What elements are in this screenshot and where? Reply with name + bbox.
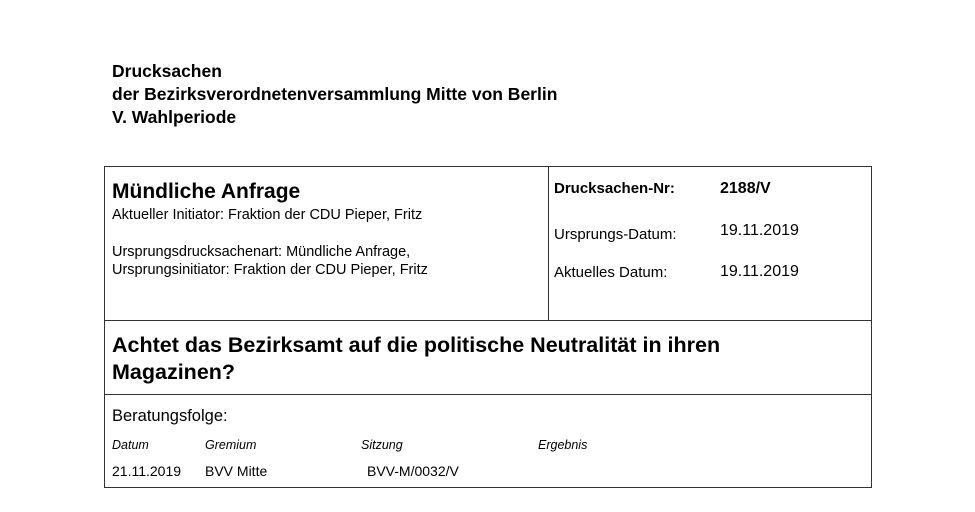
current-date-label: Aktuelles Datum: — [554, 264, 668, 281]
document-number-value: 2188/V — [720, 180, 771, 197]
document-number-label: Drucksachen-Nr: — [554, 180, 675, 197]
column-header-sitzung: Sitzung — [361, 438, 403, 452]
consultation-heading: Beratungsfolge: — [112, 407, 228, 425]
current-initiator: Aktueller Initiator: Fraktion der CDU Pi… — [112, 207, 423, 223]
document-info-box: Mündliche Anfrage Aktueller Initiator: F… — [104, 166, 872, 488]
column-header-ergebnis: Ergebnis — [538, 438, 588, 452]
header-line-2: der Bezirksverordnetenversammlung Mitte … — [112, 84, 558, 104]
row-divider-2 — [105, 394, 871, 395]
origin-document-type: Ursprungsdrucksachenart: Mündliche Anfra… — [112, 244, 411, 260]
current-date-value: 19.11.2019 — [720, 263, 799, 280]
header-line-1: Drucksachen — [112, 61, 222, 81]
document-header: Drucksachen der Bezirksverordnetenversam… — [112, 60, 557, 129]
row-gremium: BVV Mitte — [205, 463, 268, 479]
column-divider — [548, 167, 549, 320]
header-line-3: V. Wahlperiode — [112, 107, 237, 127]
row-datum: 21.11.2019 — [112, 463, 182, 479]
origin-date-label: Ursprungs-Datum: — [554, 226, 677, 243]
column-header-gremium: Gremium — [205, 438, 257, 452]
document-title: Achtet das Bezirksamt auf die politische… — [112, 333, 721, 384]
document-type: Mündliche Anfrage — [112, 180, 301, 203]
origin-date-value: 19.11.2019 — [720, 222, 799, 239]
column-header-datum: Datum — [112, 438, 149, 452]
row-sitzung: BVV-M/0032/V — [367, 463, 459, 479]
row-divider-1 — [105, 320, 871, 321]
origin-initiator: Ursprungsinitiator: Fraktion der CDU Pie… — [112, 262, 428, 278]
